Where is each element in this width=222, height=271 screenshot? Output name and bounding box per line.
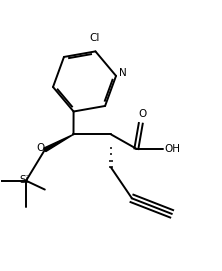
Text: OH: OH [164,144,180,154]
Text: N: N [119,68,127,78]
Polygon shape [44,134,73,151]
Text: O: O [37,143,45,153]
Text: Si: Si [20,175,29,185]
Text: Cl: Cl [89,33,99,43]
Text: O: O [139,108,147,118]
